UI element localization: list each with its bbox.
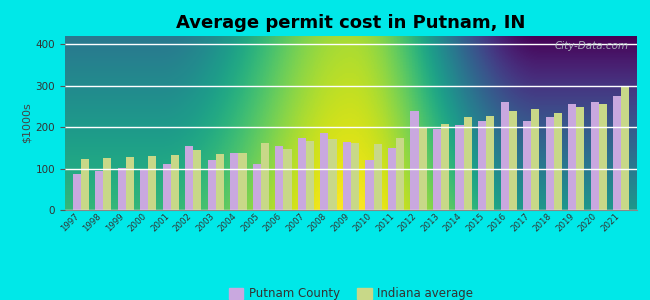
Bar: [410, 111, 419, 210]
Bar: [126, 157, 134, 210]
Bar: [433, 129, 441, 210]
Bar: [328, 139, 337, 210]
Legend: Putnam County, Indiana average: Putnam County, Indiana average: [224, 283, 478, 300]
Bar: [509, 111, 517, 210]
Bar: [576, 107, 584, 210]
Bar: [419, 128, 426, 210]
Bar: [351, 143, 359, 210]
Bar: [81, 160, 89, 210]
Bar: [162, 164, 171, 210]
Y-axis label: $1000s: $1000s: [21, 103, 31, 143]
Bar: [320, 134, 328, 210]
Bar: [253, 164, 261, 210]
Text: City-Data.com: City-Data.com: [554, 41, 629, 51]
Bar: [140, 170, 148, 210]
Bar: [478, 121, 486, 210]
Bar: [230, 153, 239, 210]
Bar: [545, 117, 554, 210]
Bar: [591, 102, 599, 210]
Bar: [374, 144, 382, 210]
Bar: [441, 124, 449, 210]
Bar: [568, 104, 576, 210]
Bar: [343, 142, 351, 210]
Bar: [193, 150, 202, 210]
Bar: [276, 146, 283, 210]
Bar: [456, 125, 463, 210]
Bar: [500, 102, 509, 210]
Bar: [613, 96, 621, 210]
Bar: [239, 153, 246, 210]
Bar: [73, 173, 81, 210]
Bar: [365, 160, 374, 210]
Bar: [185, 146, 193, 210]
Bar: [298, 137, 306, 210]
Bar: [103, 158, 111, 210]
Bar: [396, 137, 404, 210]
Bar: [283, 149, 292, 210]
Bar: [95, 171, 103, 210]
Bar: [208, 160, 216, 210]
Title: Average permit cost in Putnam, IN: Average permit cost in Putnam, IN: [176, 14, 526, 32]
Bar: [554, 112, 562, 210]
Bar: [486, 116, 494, 210]
Bar: [306, 141, 314, 210]
Bar: [463, 117, 472, 210]
Bar: [261, 143, 269, 210]
Bar: [171, 155, 179, 210]
Bar: [599, 104, 607, 210]
Bar: [621, 86, 629, 210]
Bar: [523, 121, 531, 210]
Bar: [216, 154, 224, 210]
Bar: [148, 156, 157, 210]
Bar: [388, 148, 396, 210]
Bar: [531, 109, 540, 210]
Bar: [118, 168, 126, 210]
